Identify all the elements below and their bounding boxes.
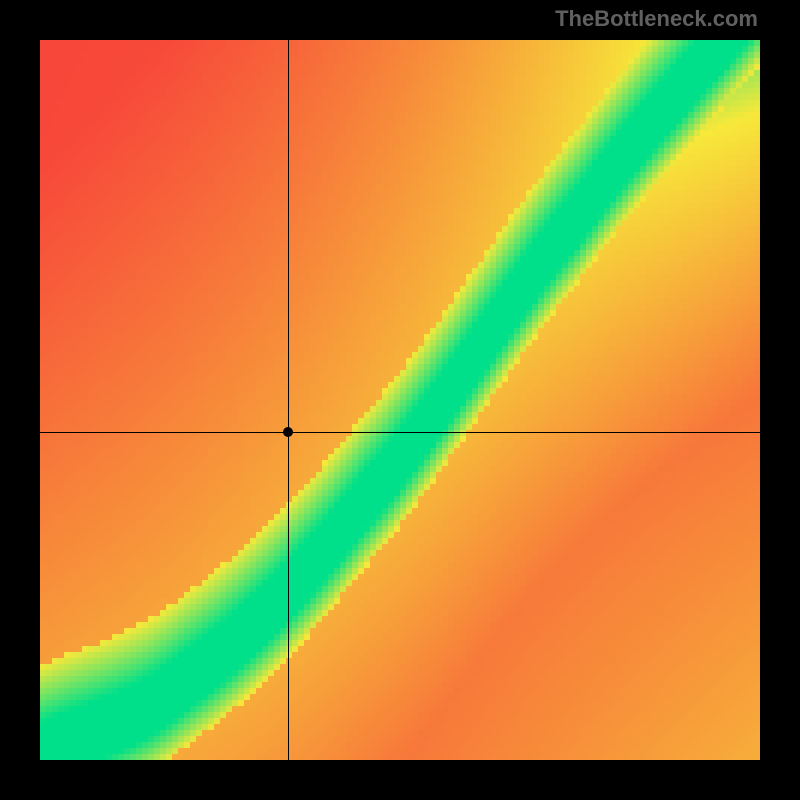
crosshair-horizontal [40, 432, 760, 433]
crosshair-point [283, 427, 293, 437]
watermark-text: TheBottleneck.com [555, 6, 758, 32]
plot-area [40, 40, 760, 760]
crosshair-vertical [288, 40, 289, 760]
chart-container: TheBottleneck.com [0, 0, 800, 800]
heatmap-canvas [40, 40, 760, 760]
